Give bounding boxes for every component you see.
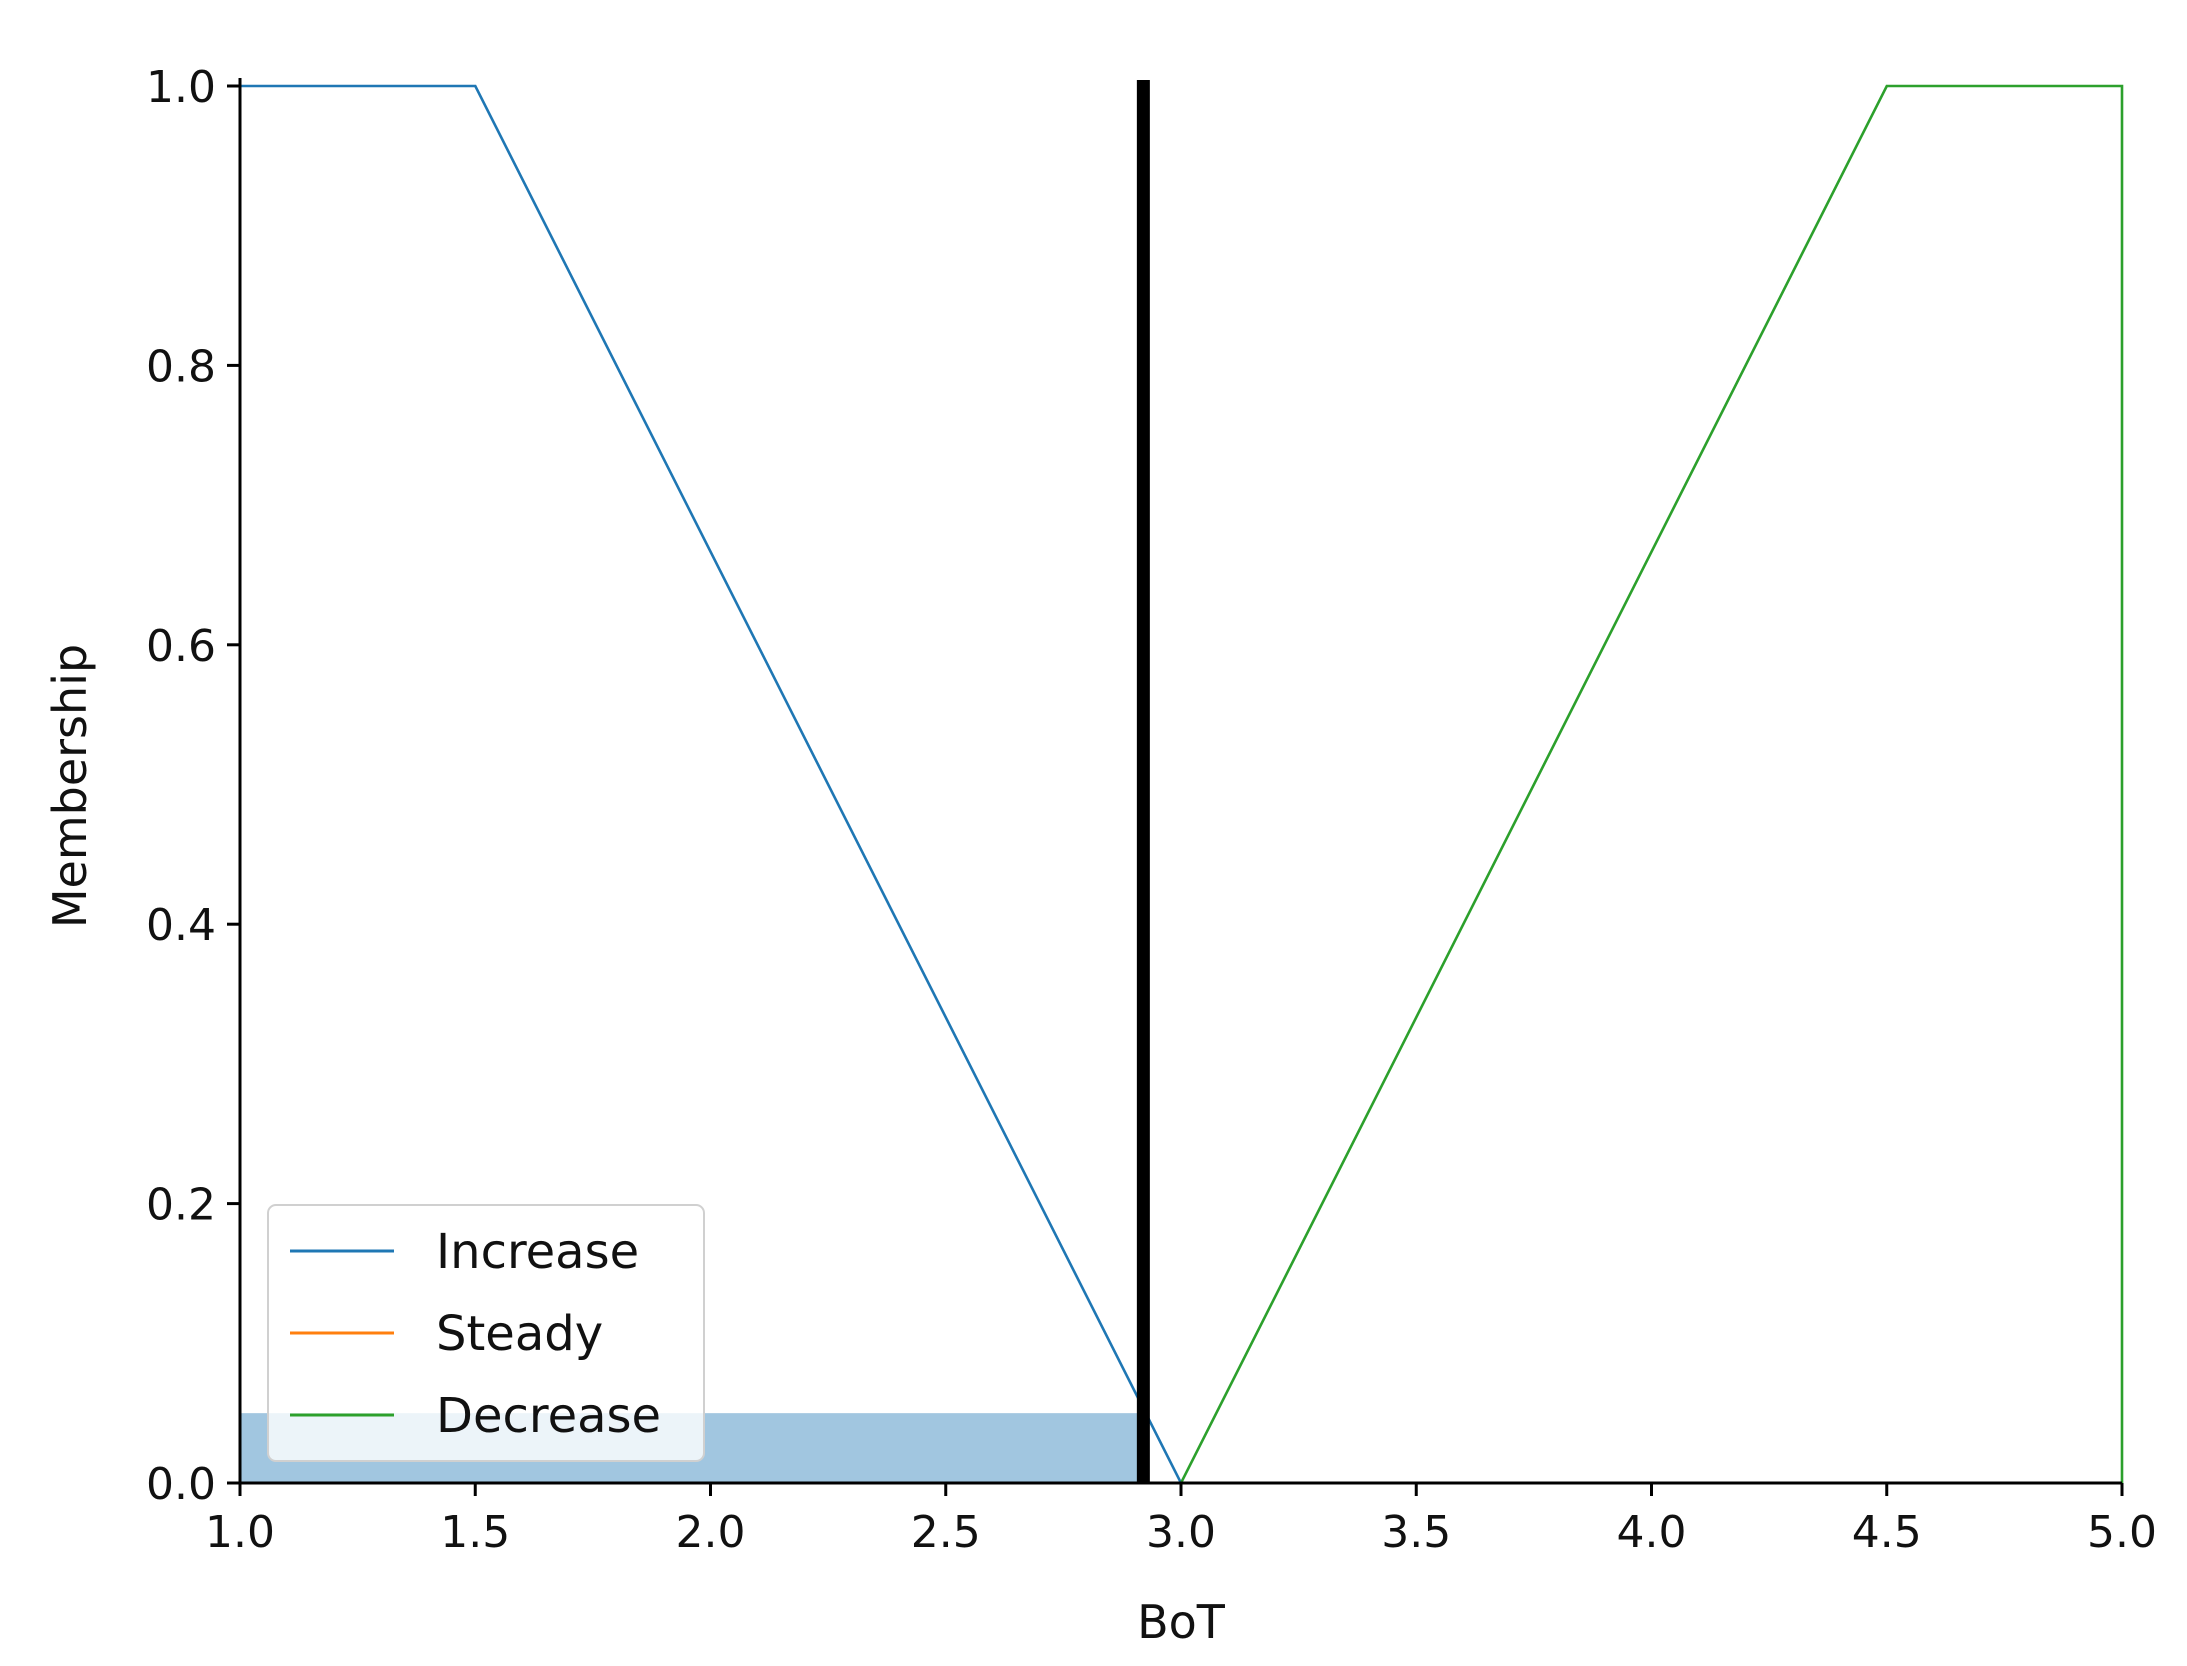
legend-label-decrease: Decrease bbox=[436, 1388, 661, 1444]
y-tick-label: 0.2 bbox=[146, 1180, 216, 1231]
y-tick-label: 0.6 bbox=[146, 621, 216, 672]
x-tick-label: 1.0 bbox=[205, 1507, 275, 1558]
y-tick-label: 0.0 bbox=[146, 1459, 216, 1510]
y-axis-label: Membership bbox=[43, 644, 97, 928]
legend: Increase Steady Decrease bbox=[267, 1204, 705, 1462]
x-tick-label: 3.0 bbox=[1146, 1507, 1216, 1558]
x-tick-label: 2.0 bbox=[676, 1507, 746, 1558]
x-tick-label: 5.0 bbox=[2087, 1507, 2157, 1558]
legend-label-steady: Steady bbox=[436, 1306, 603, 1362]
y-tick-label: 1.0 bbox=[146, 62, 216, 113]
x-tick-label: 4.0 bbox=[1617, 1507, 1687, 1558]
x-tick-label: 1.5 bbox=[440, 1507, 510, 1558]
x-tick-label: 2.5 bbox=[911, 1507, 981, 1558]
x-axis-label: BoT bbox=[1137, 1595, 1226, 1649]
y-tick-label: 0.4 bbox=[146, 900, 216, 951]
x-tick-label: 4.5 bbox=[1852, 1507, 1922, 1558]
y-tick-label: 0.8 bbox=[146, 341, 216, 392]
legend-box bbox=[267, 1204, 705, 1462]
x-tick-label: 3.5 bbox=[1381, 1507, 1451, 1558]
legend-label-increase: Increase bbox=[436, 1224, 639, 1280]
axes-layer: 1.0 1.5 2.0 2.5 3.0 3.5 4.0 4.5 5.0 0.0 0.2 0.4 0.6 0… bbox=[146, 62, 2157, 1558]
